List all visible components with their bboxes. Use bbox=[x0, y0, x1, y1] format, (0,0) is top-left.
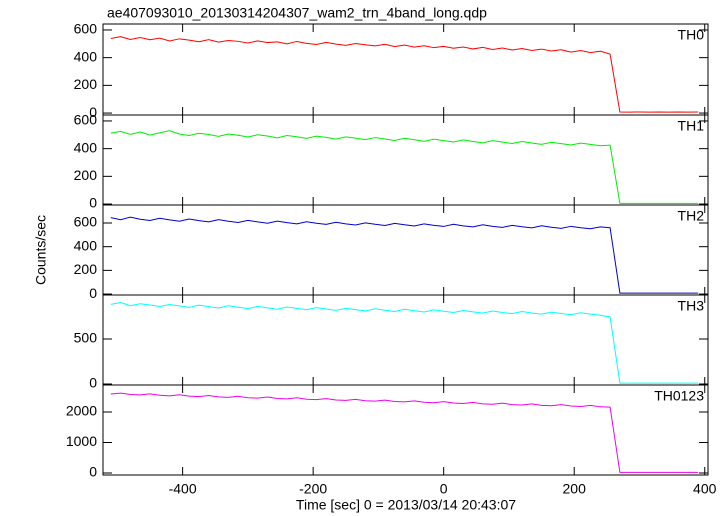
x-tick-label: 200 bbox=[563, 481, 587, 497]
y-tick-label: 400 bbox=[74, 139, 98, 155]
x-tick-label: 0 bbox=[440, 481, 448, 497]
x-tick-label: -200 bbox=[299, 481, 327, 497]
y-tick-label: 2000 bbox=[66, 403, 97, 419]
panel-label: TH0123 bbox=[654, 388, 704, 404]
panel-label: TH1 bbox=[678, 118, 705, 134]
panel-label: TH2 bbox=[678, 208, 705, 224]
panel-label: TH3 bbox=[678, 298, 705, 314]
panel-frame bbox=[102, 294, 709, 386]
panel-label: TH0 bbox=[678, 27, 705, 43]
y-tick-label: 0 bbox=[89, 464, 97, 480]
y-tick-label: 0 bbox=[89, 104, 97, 120]
y-tick-label: 400 bbox=[74, 48, 98, 64]
light-curve bbox=[110, 130, 699, 204]
light-curve bbox=[110, 302, 699, 384]
panel-frame bbox=[102, 204, 709, 296]
x-axis-label: Time [sec] 0 = 2013/03/14 20:43:07 bbox=[296, 497, 516, 513]
chart-title: ae407093010_20130314204307_wam2_trn_4ban… bbox=[107, 5, 487, 21]
light-curve bbox=[110, 392, 699, 473]
y-tick-label: 400 bbox=[74, 237, 98, 253]
y-tick-label: 200 bbox=[74, 167, 98, 183]
light-curve bbox=[110, 216, 699, 294]
y-tick-label: 1000 bbox=[66, 433, 97, 449]
y-axis-label: Counts/sec bbox=[33, 215, 49, 285]
panel-frame bbox=[102, 114, 709, 206]
y-tick-label: 600 bbox=[74, 214, 98, 230]
x-tick-label: -400 bbox=[169, 481, 197, 497]
panel-frame bbox=[102, 384, 709, 476]
panel-frame bbox=[102, 23, 709, 116]
y-tick-label: 0 bbox=[89, 195, 97, 211]
y-tick-label: 0 bbox=[89, 375, 97, 391]
y-tick-label: 0 bbox=[89, 285, 97, 301]
x-tick-label: 400 bbox=[693, 481, 717, 497]
y-tick-label: 600 bbox=[74, 112, 98, 128]
y-tick-label: 600 bbox=[74, 21, 98, 37]
y-tick-label: 500 bbox=[74, 330, 98, 346]
y-tick-label: 200 bbox=[74, 76, 98, 92]
y-tick-label: 200 bbox=[74, 261, 98, 277]
light-curve bbox=[110, 36, 699, 113]
